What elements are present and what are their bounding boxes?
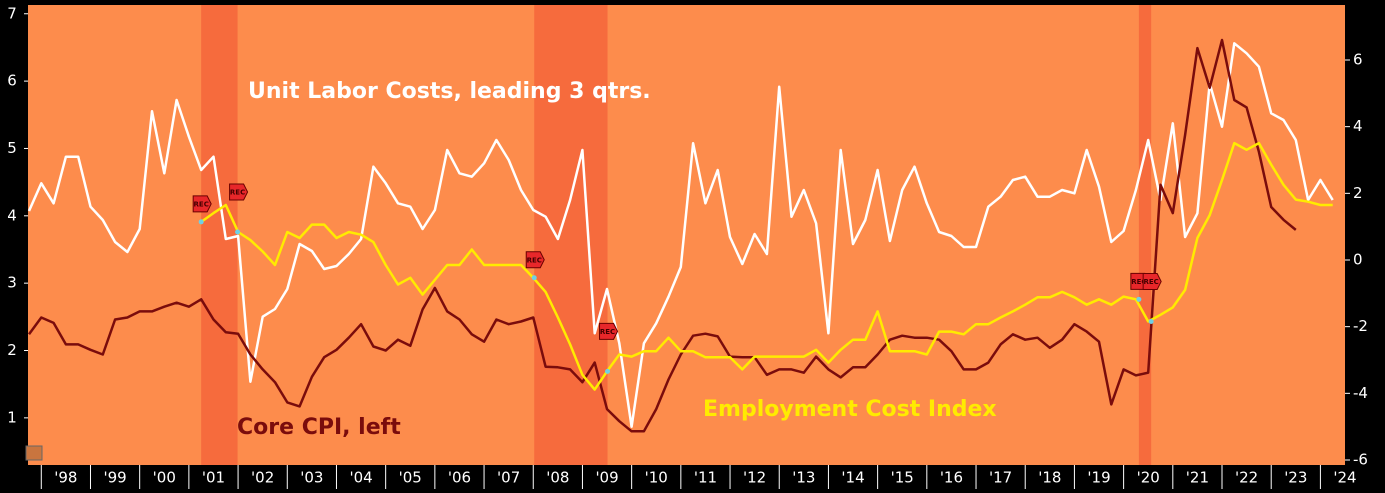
- rec-point: [605, 368, 611, 374]
- x-tick-label: '19: [1087, 469, 1110, 487]
- rec-badge: [599, 322, 619, 340]
- y2-tick-label: -2: [1353, 317, 1368, 335]
- rec-marker: REC: [599, 322, 619, 374]
- rec-point: [531, 275, 537, 281]
- x-tick-label: '17: [989, 469, 1012, 487]
- series-label: Unit Labor Costs, leading 3 qtrs.: [248, 79, 651, 104]
- y2-tick-label: -6: [1353, 451, 1368, 469]
- series-line: [27, 42, 1334, 428]
- rec-label: REC: [527, 256, 542, 264]
- series-label: Core CPI, left: [237, 415, 401, 440]
- rec-marker: REC: [192, 195, 212, 225]
- x-tick-label: '11: [694, 469, 717, 487]
- x-tick-label: '02: [251, 469, 274, 487]
- y-tick-label: 7: [7, 4, 17, 22]
- rec-label: REC: [1131, 278, 1146, 286]
- rec-label: REC: [230, 188, 245, 196]
- x-tick-label: '08: [546, 469, 569, 487]
- x-tick-label: '20: [1137, 469, 1160, 487]
- x-tick-label: '00: [153, 469, 176, 487]
- plot-area: [28, 5, 1345, 465]
- rec-label: REC: [600, 328, 615, 336]
- y2-tick-label: -4: [1353, 384, 1368, 402]
- rec-point: [198, 219, 204, 225]
- rec-point: [1136, 296, 1142, 302]
- chart-icon: [25, 445, 43, 461]
- x-tick-label: '14: [841, 469, 864, 487]
- x-tick-label: '07: [497, 469, 520, 487]
- x-tick-label: '05: [399, 469, 422, 487]
- series-label: Employment Cost Index: [703, 397, 997, 422]
- rec-badge: [192, 195, 212, 213]
- x-tick-label: '18: [1038, 469, 1061, 487]
- x-tick-label: '16: [940, 469, 963, 487]
- rec-badge: [229, 183, 249, 201]
- recession-band: [1138, 5, 1152, 465]
- rec-label: REC: [1144, 278, 1159, 286]
- x-tick-label: '01: [202, 469, 225, 487]
- rec-badge: [525, 251, 545, 269]
- y-tick-label: 3: [7, 274, 17, 292]
- y-tick-label: 1: [7, 408, 17, 426]
- x-tick-label: '99: [103, 469, 126, 487]
- x-tick-label: '24: [1333, 469, 1356, 487]
- x-tick-label: '10: [645, 469, 668, 487]
- x-tick-label: '21: [1186, 469, 1209, 487]
- recession-band: [201, 5, 238, 465]
- y2-tick-label: 6: [1353, 51, 1363, 69]
- x-tick-label: '23: [1284, 469, 1307, 487]
- rec-marker: REC: [525, 251, 545, 281]
- series-line: [200, 141, 1333, 391]
- rec-marker: REC: [1142, 273, 1162, 325]
- x-tick-label: '15: [891, 469, 914, 487]
- y-tick-label: 6: [7, 72, 17, 90]
- x-tick-label: '09: [595, 469, 618, 487]
- x-tick-label: '13: [792, 469, 815, 487]
- x-tick-label: '22: [1235, 469, 1258, 487]
- y-tick-label: 4: [7, 206, 17, 224]
- y-tick-label: 2: [7, 341, 17, 359]
- x-tick-label: '12: [743, 469, 766, 487]
- x-tick-label: '04: [349, 469, 372, 487]
- rec-marker: REC: [229, 183, 249, 235]
- x-tick-label: '06: [448, 469, 471, 487]
- y2-tick-label: 4: [1353, 117, 1363, 135]
- y-tick-label: 5: [7, 139, 17, 157]
- x-tick-label: '03: [300, 469, 323, 487]
- rec-point: [1148, 319, 1154, 325]
- y2-tick-label: 0: [1353, 251, 1363, 269]
- y2-tick-label: 2: [1353, 184, 1363, 202]
- rec-point: [235, 229, 241, 235]
- x-tick-label: '98: [54, 469, 77, 487]
- series-line: [27, 38, 1297, 433]
- rec-badge: [1142, 273, 1162, 291]
- rec-label: REC: [194, 200, 209, 208]
- recession-band: [534, 5, 608, 465]
